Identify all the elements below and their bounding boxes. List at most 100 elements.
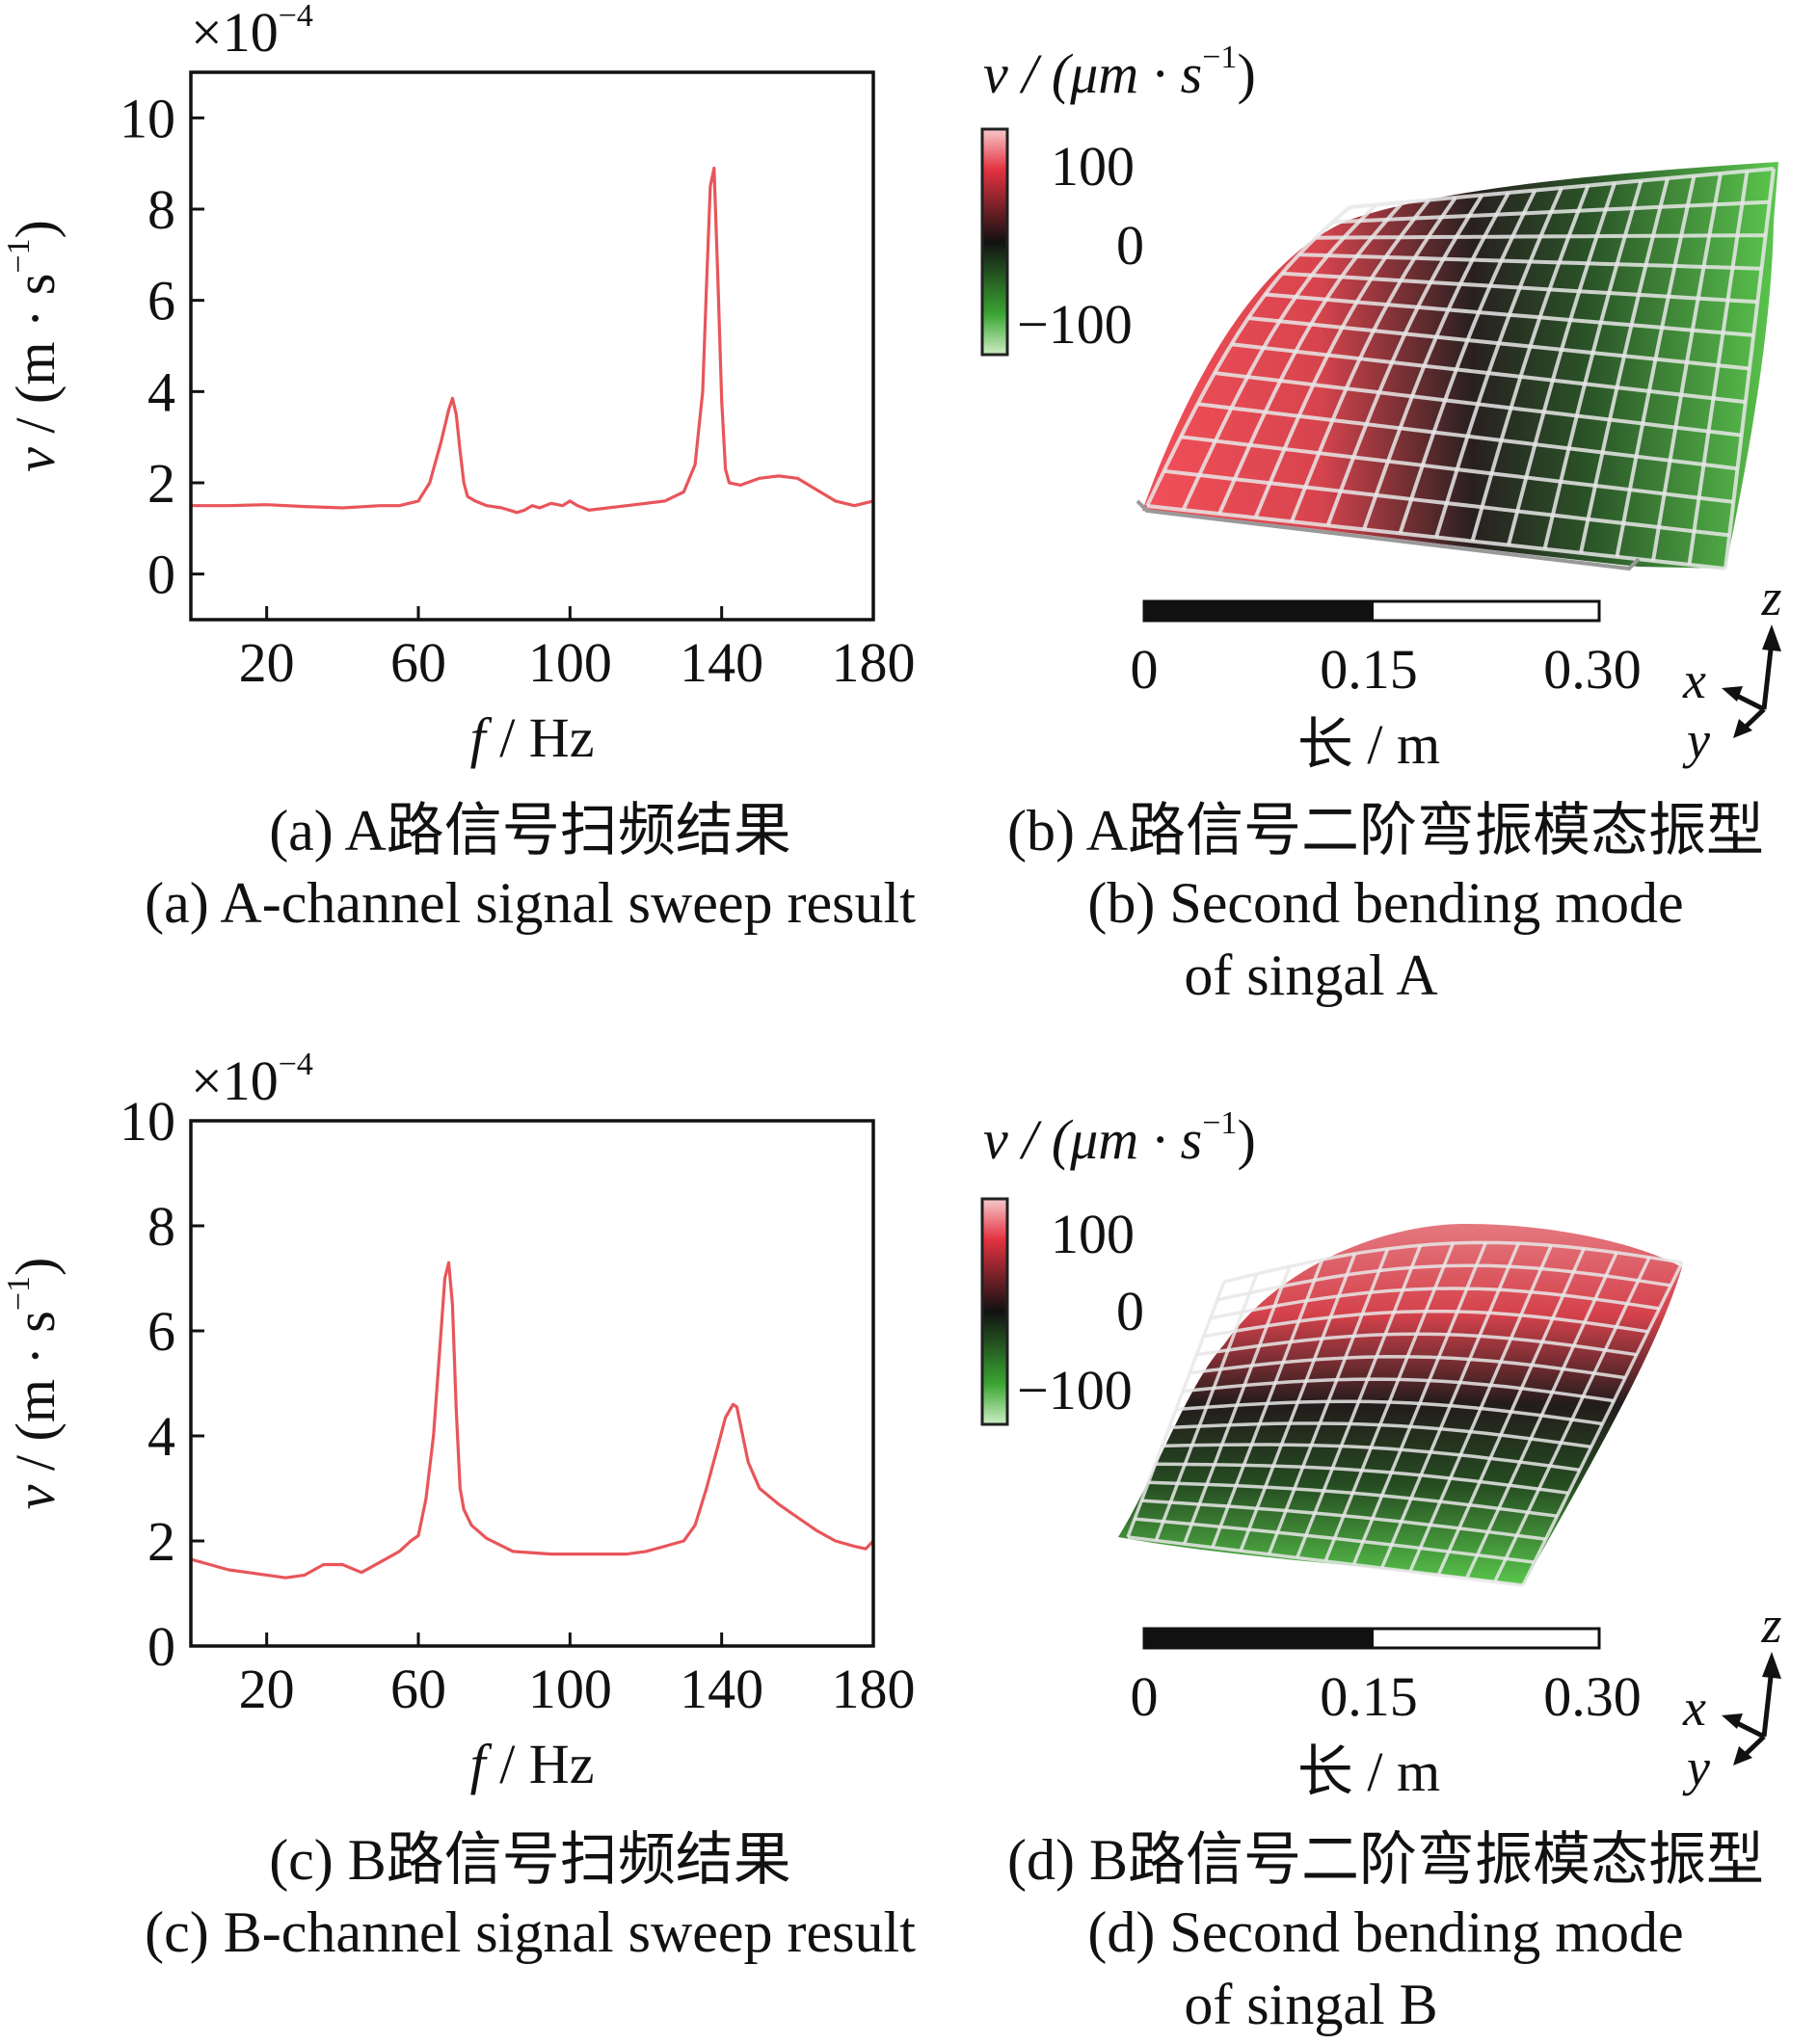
- colorbar-d: [980, 1197, 1009, 1426]
- caption-b-cn: (b) A路信号二阶弯振模态振型: [1007, 799, 1764, 863]
- chart-0-x-axis-label: f / Hz: [470, 706, 595, 769]
- scale-label-b: 长 / m: [1297, 713, 1440, 776]
- chart-1-y-tick-5: 10: [120, 1090, 175, 1153]
- meshD-line-17: [1210, 1287, 1660, 1320]
- meshB-line-20: [1298, 252, 1762, 271]
- chart-1-y-tick-3: 6: [147, 1300, 175, 1363]
- caption-d-cn: (d) B路信号二阶弯振模态振型: [1007, 1828, 1764, 1892]
- colorbar-tick-d-2: −100: [1017, 1359, 1133, 1421]
- meshD-line-25: [1155, 1462, 1569, 1496]
- meshB-line-26: [1197, 402, 1738, 471]
- caption-d-en-2: of singal B: [1184, 1973, 1438, 2036]
- chart-1-x-axis-label: f / Hz: [470, 1733, 595, 1795]
- scale-tick-b-2: 0.30: [1543, 638, 1642, 701]
- colorbar-tick-d-1: 0: [1116, 1280, 1144, 1342]
- chart-1-y-tick-4: 8: [147, 1195, 175, 1258]
- caption-d-en-1: (d) Second bending mode: [1087, 1900, 1684, 1964]
- axis-triad-d: z x y: [1682, 1596, 1781, 1796]
- chart-0-plot-frame: [189, 70, 875, 622]
- meshB-line-24: [1231, 342, 1747, 405]
- colorbar-label-b: v / (μm · s−1): [983, 40, 1256, 105]
- chart-1-x-tick-0: 20: [239, 1658, 295, 1720]
- meshD-line-21: [1182, 1377, 1615, 1403]
- chart-1-plot-frame: [189, 1119, 875, 1648]
- scale-tick-d-2: 0.30: [1543, 1665, 1642, 1728]
- chart-0-exponent-label: ×10−4: [191, 0, 313, 64]
- colorbar-tick-b-2: −100: [1017, 293, 1133, 356]
- chart-0-x-tick-2: 100: [528, 631, 612, 694]
- chart-1-y-tick-0: 0: [147, 1615, 175, 1678]
- axis-triad-b: z x y: [1682, 569, 1781, 769]
- meshD-line-27: [1141, 1499, 1546, 1541]
- chart-0-y-tick-3: 6: [147, 270, 175, 332]
- meshD-line-22: [1175, 1399, 1603, 1426]
- chart-c: 20 60 100 140 180 0 2 4 6 8 10 ×10−4 f / Hz v / (m · …: [1, 1047, 916, 1795]
- axis-y-b: y: [1682, 711, 1710, 769]
- colorbar-tick-b-0: 100: [1051, 135, 1135, 198]
- chart-0-y-axis-label: v / (m · s−1): [1, 220, 67, 472]
- meshB-line-25: [1214, 371, 1742, 438]
- meshD-line-15: [1223, 1240, 1683, 1284]
- chart-1-x-tick-3: 140: [680, 1658, 763, 1720]
- caption-a-cn: (a) A路信号扫频结果: [269, 799, 791, 863]
- meshD-line-26: [1148, 1480, 1558, 1518]
- chart-0-x-tick-1: 60: [390, 631, 446, 694]
- chart-1-exponent-label: ×10−4: [191, 1047, 313, 1112]
- mode-shape-panel-d: v / (μm · s−1) 100 0 −100 0 0.15 0.30 长 …: [980, 1105, 1782, 1803]
- chart-1-series-line-0: [190, 1261, 875, 1579]
- chart-0-x-tick-0: 20: [239, 631, 295, 694]
- chart-1-x-tick-2: 100: [528, 1658, 612, 1720]
- caption-a-en: (a) A-channel signal sweep result: [145, 871, 916, 935]
- meshB-line-18: [1332, 199, 1770, 225]
- chart-0-series-line-0: [191, 166, 874, 515]
- mode-mesh-d: [1126, 1240, 1684, 1587]
- meshD-line-28: [1134, 1517, 1536, 1564]
- meshB-line-22: [1265, 292, 1754, 337]
- meshD-line-24: [1162, 1443, 1581, 1473]
- chart-0-y-tick-4: 8: [147, 178, 175, 241]
- chart-0-x-tick-4: 180: [832, 631, 916, 694]
- meshD-line-16: [1216, 1263, 1671, 1302]
- scale-tick-d-1: 0.15: [1320, 1665, 1418, 1728]
- caption-b-en-1: (b) Second bending mode: [1087, 871, 1684, 935]
- scale-tick-d-0: 0: [1131, 1665, 1159, 1728]
- caption-b-en-2: of singal A: [1184, 943, 1438, 1007]
- chart-1-y-tick-2: 4: [147, 1405, 175, 1468]
- axis-y-d: y: [1682, 1739, 1710, 1796]
- meshB-line-23: [1247, 316, 1750, 371]
- mode-shape-panel-b: v / (μm · s−1) 100 0 −100 0 0.15 0.30 长 …: [980, 40, 1782, 776]
- caption-c-cn: (c) B路信号扫频结果: [269, 1828, 791, 1892]
- colorbar-b: [980, 127, 1009, 357]
- meshB-line-29: [1146, 504, 1726, 571]
- meshD-line-20: [1189, 1355, 1626, 1380]
- meshD-line-18: [1203, 1309, 1648, 1339]
- axis-x-d: x: [1682, 1679, 1706, 1737]
- mode-surface-d: [1118, 1224, 1682, 1585]
- chart-0-y-tick-2: 4: [147, 360, 175, 423]
- chart-0-y-tick-0: 0: [147, 544, 175, 606]
- colorbar-tick-b-1: 0: [1116, 214, 1144, 277]
- meshD-line-19: [1196, 1332, 1638, 1357]
- colorbar-tick-d-0: 100: [1051, 1203, 1135, 1265]
- scale-label-d: 长 / m: [1297, 1740, 1440, 1803]
- meshD-line-29: [1127, 1535, 1524, 1587]
- scale-tick-b-1: 0.15: [1320, 638, 1418, 701]
- meshB-line-17: [1349, 167, 1775, 209]
- chart-0-x-tick-3: 140: [680, 631, 763, 694]
- chart-1-x-tick-1: 60: [390, 1658, 446, 1720]
- caption-c-en: (c) B-channel signal sweep result: [145, 1900, 916, 1964]
- axis-z-d: z: [1760, 1596, 1781, 1654]
- scale-tick-b-0: 0: [1131, 638, 1159, 701]
- axis-z-b: z: [1760, 569, 1781, 626]
- meshB-line-21: [1281, 271, 1758, 305]
- colorbar-label-d: v / (μm · s−1): [983, 1105, 1256, 1171]
- chart-0-y-tick-5: 10: [120, 87, 175, 149]
- chart-1-x-tick-4: 180: [832, 1658, 916, 1720]
- chart-0-y-tick-1: 2: [147, 452, 175, 515]
- meshB-line-19: [1315, 233, 1766, 240]
- meshB-line-27: [1180, 435, 1734, 504]
- meshD-line-23: [1168, 1421, 1591, 1449]
- chart-1-y-axis-label: v / (m · s−1): [1, 1258, 67, 1510]
